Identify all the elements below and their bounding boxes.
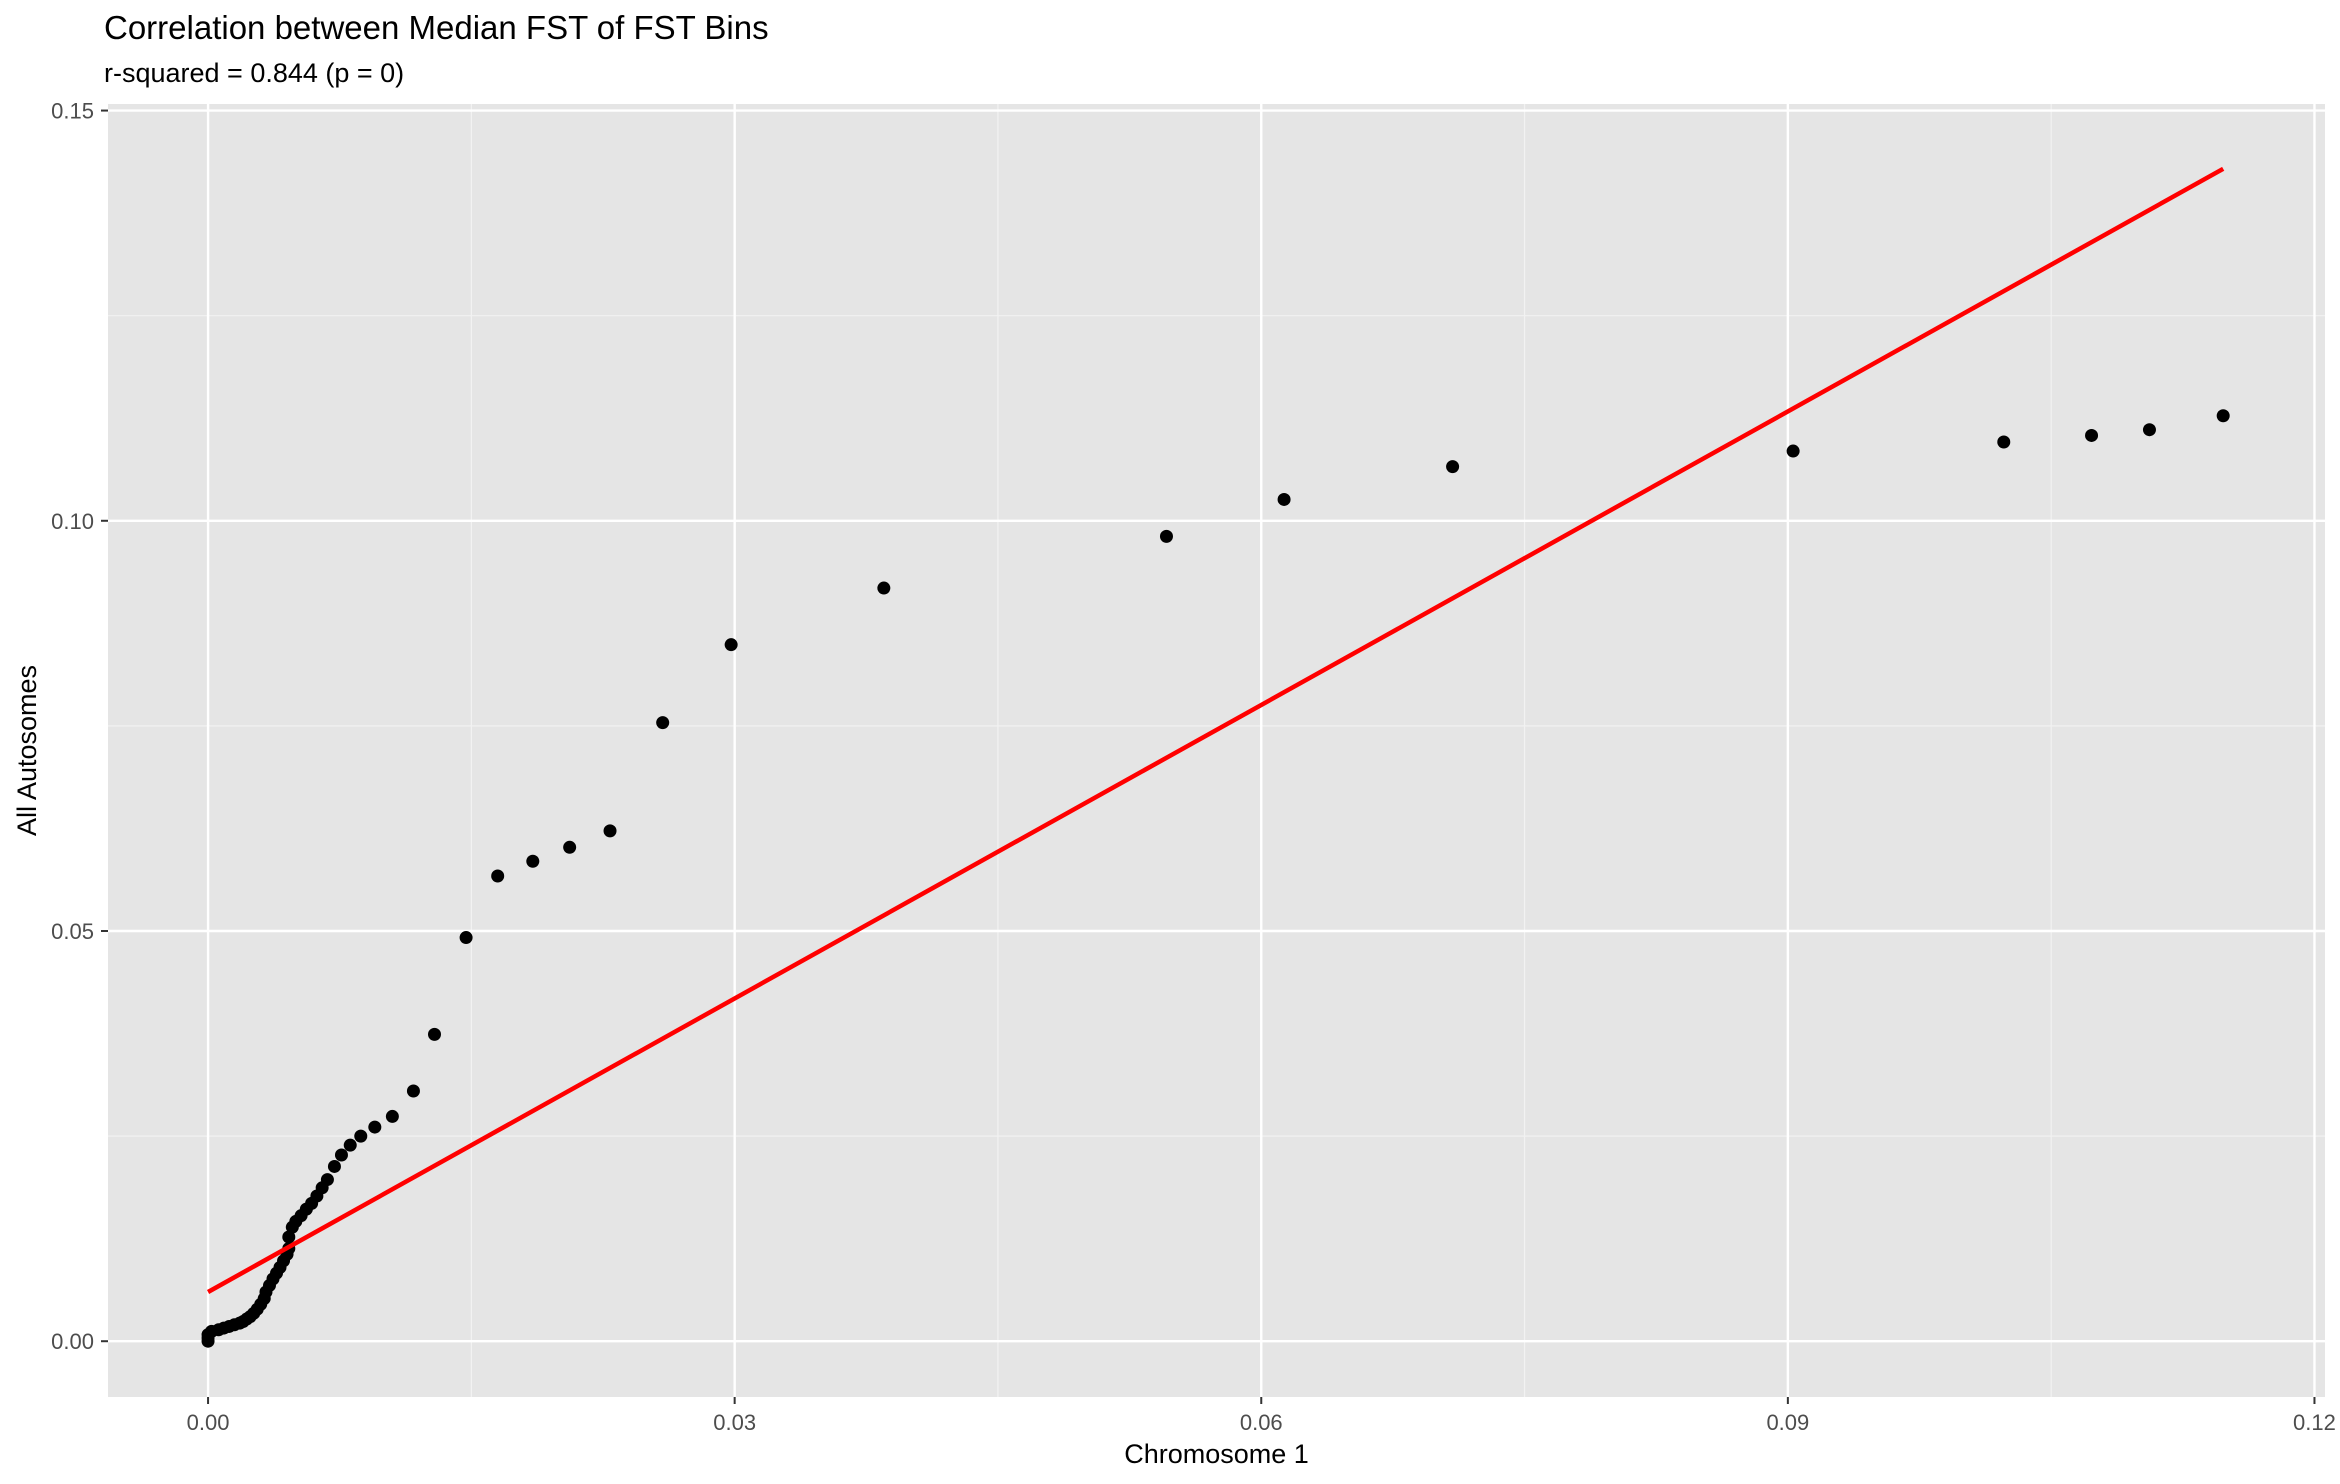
regression-line — [206, 166, 2225, 1294]
data-point — [2142, 423, 2156, 437]
data-point — [1446, 460, 1460, 474]
data-point — [406, 1084, 420, 1098]
y-tick-label: 0.10 — [51, 509, 94, 534]
data-point — [526, 854, 540, 868]
chart-title: Correlation between Median FST of FST Bi… — [104, 9, 769, 46]
data-point — [343, 1138, 357, 1152]
x-tick-label: 0.09 — [1766, 1410, 1809, 1435]
data-point — [459, 931, 473, 945]
data-point — [368, 1120, 382, 1134]
data-point — [327, 1159, 341, 1173]
y-tick-label: 0.05 — [51, 919, 94, 944]
data-point — [603, 824, 617, 838]
major-gridlines — [108, 104, 2325, 1397]
y-tick-label: 0.15 — [51, 99, 94, 124]
data-point — [1997, 435, 2011, 449]
data-point — [320, 1173, 334, 1187]
x-tick-label: 0.12 — [2293, 1410, 2336, 1435]
data-point — [724, 638, 738, 652]
regression-line-layer — [206, 166, 2225, 1294]
data-point — [563, 840, 577, 854]
data-point — [354, 1129, 368, 1143]
data-point — [427, 1027, 441, 1041]
y-axis-title: All Autosomes — [12, 665, 42, 836]
data-point — [334, 1148, 348, 1162]
chart-subtitle: r-squared = 0.844 (p = 0) — [104, 58, 404, 88]
x-tick-label: 0.06 — [1240, 1410, 1283, 1435]
data-point — [491, 869, 505, 883]
data-point — [385, 1109, 399, 1123]
x-tick-label: 0.00 — [187, 1410, 230, 1435]
data-point — [656, 716, 670, 730]
data-point — [2216, 409, 2230, 423]
data-point — [1159, 529, 1173, 543]
data-points — [201, 409, 2230, 1348]
data-point — [877, 581, 891, 595]
x-axis-title: Chromosome 1 — [1124, 1439, 1309, 1469]
y-tick-label: 0.00 — [51, 1329, 94, 1354]
data-point — [282, 1230, 296, 1244]
data-point — [1277, 492, 1291, 506]
y-axis: 0.00 0.05 0.10 0.15 — [51, 99, 108, 1354]
x-tick-label: 0.03 — [713, 1410, 756, 1435]
x-axis: 0.00 0.03 0.06 0.09 0.12 — [187, 1397, 2336, 1435]
data-point — [1786, 444, 1800, 458]
data-point — [2085, 428, 2099, 442]
